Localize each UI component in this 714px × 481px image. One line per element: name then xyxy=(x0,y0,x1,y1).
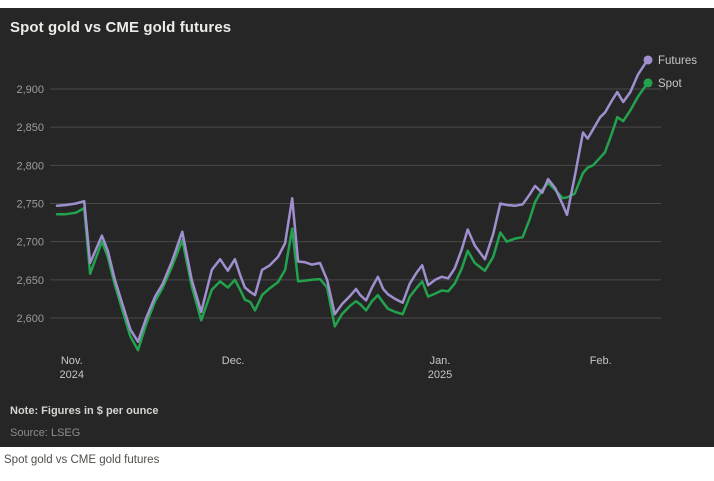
legend-label-spot: Spot xyxy=(658,78,682,90)
futures-end-dot xyxy=(643,55,653,65)
x-tick-label: Jan. xyxy=(430,355,451,367)
x-tick-year-label: 2025 xyxy=(428,369,452,381)
spot-end-dot xyxy=(643,78,653,88)
y-tick-label: 2,800 xyxy=(16,160,44,172)
x-tick-label: Nov. xyxy=(61,355,83,367)
x-tick-label: Feb. xyxy=(590,355,612,367)
chart-source: Source: LSEG xyxy=(10,427,81,439)
x-tick-year-label: 2024 xyxy=(60,369,84,381)
y-tick-label: 2,900 xyxy=(16,84,44,96)
y-tick-label: 2,700 xyxy=(16,237,44,249)
chart-title: Spot gold vs CME gold futures xyxy=(10,19,232,36)
futures-line xyxy=(55,58,650,343)
legend-label-futures: Futures xyxy=(658,55,697,67)
x-tick-label: Dec. xyxy=(222,355,245,367)
chart-caption: Spot gold vs CME gold futures xyxy=(4,454,160,466)
y-tick-label: 2,650 xyxy=(16,275,44,287)
chart-panel: Spot gold vs CME gold futures 2,900 2,850… xyxy=(0,8,714,447)
y-tick-label: 2,750 xyxy=(16,199,44,211)
gold-price-line-chart: 2,900 2,850 2,800 2,750 2,700 2,650 2,600 Nov. 2… xyxy=(16,55,697,381)
chart-note: Note: Figures in $ per ounce xyxy=(10,405,159,417)
y-tick-label: 2,600 xyxy=(16,313,44,325)
spot-line xyxy=(55,81,650,352)
y-tick-label: 2,850 xyxy=(16,122,44,134)
